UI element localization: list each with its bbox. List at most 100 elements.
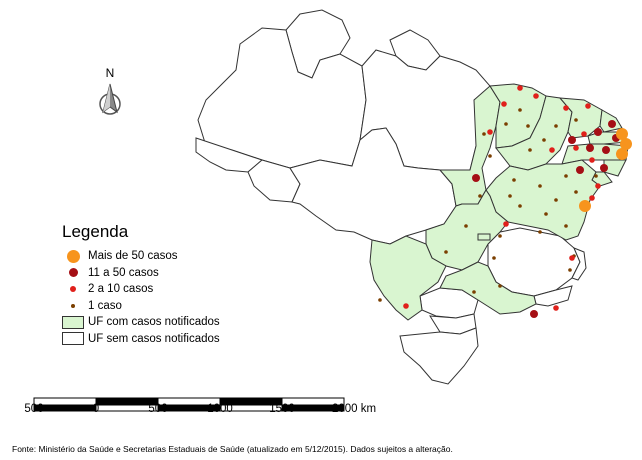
dark-red-dot-icon xyxy=(68,268,78,278)
case-marker xyxy=(554,124,558,128)
case-marker xyxy=(378,298,382,302)
case-marker xyxy=(586,144,594,152)
case-marker xyxy=(589,195,595,201)
scale-bar xyxy=(33,397,345,412)
scale-label: 0 xyxy=(92,403,100,415)
case-marker xyxy=(616,148,628,160)
case-marker xyxy=(526,124,530,128)
scale-label: 1000 xyxy=(207,403,233,415)
case-marker xyxy=(542,138,546,142)
case-marker xyxy=(444,250,448,254)
case-marker xyxy=(487,129,493,135)
brown-dot-icon xyxy=(71,303,75,308)
case-marker xyxy=(620,138,632,150)
state-mato-grosso-do-sul xyxy=(369,235,447,321)
state-acre xyxy=(195,137,263,173)
scale-label: 500 xyxy=(24,403,44,415)
states-without-cases xyxy=(195,9,587,385)
case-marker xyxy=(594,174,598,178)
case-marker xyxy=(574,118,578,122)
legend: Legenda Mais de 50 casos 11 a 50 casos 2… xyxy=(62,222,262,347)
case-marker xyxy=(472,174,480,182)
case-marker xyxy=(581,131,587,137)
case-marker xyxy=(553,305,559,311)
state-goias xyxy=(425,189,509,271)
case-marker xyxy=(492,256,496,260)
scale-label: 500 xyxy=(148,403,168,415)
north-arrow: N xyxy=(95,66,125,122)
case-marker xyxy=(616,128,628,140)
legend-label: UF com casos notificados xyxy=(88,316,220,329)
red-dot-icon xyxy=(70,286,76,293)
case-marker xyxy=(594,128,602,136)
case-marker xyxy=(498,284,502,288)
legend-item-notified: UF com casos notificados xyxy=(62,314,262,331)
case-markers-over-50 xyxy=(579,128,632,212)
legend-title: Legenda xyxy=(62,222,129,241)
legend-item-over-50: Mais de 50 casos xyxy=(62,248,262,265)
case-marker xyxy=(488,154,492,158)
state-espirito-santo xyxy=(571,247,587,281)
case-marker xyxy=(589,157,595,163)
legend-item-11-50: 11 a 50 casos xyxy=(62,265,262,282)
green-box-icon xyxy=(62,315,84,329)
case-marker xyxy=(478,194,482,198)
case-marker xyxy=(563,105,569,111)
legend-label: UF sem casos notificados xyxy=(88,332,220,345)
legend-label: 1 caso xyxy=(88,299,122,312)
scale-bar-labels: 500 0 500 1000 1500 2000 km xyxy=(0,403,642,419)
white-box-icon xyxy=(62,332,84,346)
case-marker xyxy=(538,230,542,234)
case-marker xyxy=(568,268,572,272)
legend-item-1: 1 caso xyxy=(62,298,262,315)
case-marker xyxy=(464,224,468,228)
case-marker xyxy=(518,204,522,208)
case-marker xyxy=(504,122,508,126)
state-rio-grande-do-sul xyxy=(399,327,479,385)
case-marker xyxy=(579,200,591,212)
case-marker xyxy=(564,224,568,228)
case-marker xyxy=(564,174,568,178)
case-marker xyxy=(508,194,512,198)
case-marker xyxy=(549,147,555,153)
case-marker xyxy=(573,145,579,151)
case-marker xyxy=(403,303,409,309)
case-marker xyxy=(602,146,610,154)
case-marker xyxy=(512,178,516,182)
case-marker xyxy=(544,212,548,216)
case-marker xyxy=(568,136,576,144)
case-marker xyxy=(472,290,476,294)
state-sao-paulo xyxy=(439,261,537,315)
legend-item-2-10: 2 a 10 casos xyxy=(62,281,262,298)
case-marker xyxy=(533,93,539,99)
legend-item-not-notified: UF sem casos notificados xyxy=(62,331,262,348)
case-marker xyxy=(569,255,575,261)
case-marker xyxy=(608,120,616,128)
case-marker xyxy=(576,166,584,174)
scale-label: 2000 km xyxy=(331,403,377,415)
legend-label: Mais de 50 casos xyxy=(88,250,178,263)
case-marker xyxy=(530,310,538,318)
north-label: N xyxy=(105,66,115,80)
case-marker xyxy=(518,108,522,112)
source-footnote: Fonte: Ministério da Saúde e Secretarias… xyxy=(12,444,453,454)
case-marker xyxy=(585,103,591,109)
case-marker xyxy=(574,190,578,194)
case-marker xyxy=(482,132,486,136)
case-markers-1 xyxy=(378,108,598,302)
scale-label: 1500 xyxy=(269,403,295,415)
case-marker xyxy=(600,164,608,172)
case-marker xyxy=(503,221,509,227)
legend-label: 2 a 10 casos xyxy=(88,283,154,296)
case-marker xyxy=(538,184,542,188)
case-markers-2-10 xyxy=(403,85,601,311)
case-marker xyxy=(554,198,558,202)
orange-dot-icon xyxy=(66,249,80,263)
state-distrito-federal xyxy=(477,233,491,241)
case-marker xyxy=(528,148,532,152)
case-marker xyxy=(595,183,601,189)
case-marker xyxy=(517,85,523,91)
case-marker xyxy=(501,101,507,107)
legend-label: 11 a 50 casos xyxy=(88,266,159,279)
